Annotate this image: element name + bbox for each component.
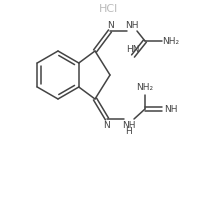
Text: N: N	[107, 20, 113, 29]
Text: H: H	[126, 127, 132, 135]
Text: N: N	[104, 121, 110, 130]
Text: HCl: HCl	[98, 4, 118, 14]
Text: NH: NH	[122, 121, 136, 130]
Text: HN: HN	[126, 46, 140, 55]
Text: NH: NH	[125, 20, 139, 29]
Text: NH₂: NH₂	[136, 82, 154, 92]
Text: NH: NH	[164, 105, 178, 114]
Text: NH₂: NH₂	[162, 36, 180, 46]
